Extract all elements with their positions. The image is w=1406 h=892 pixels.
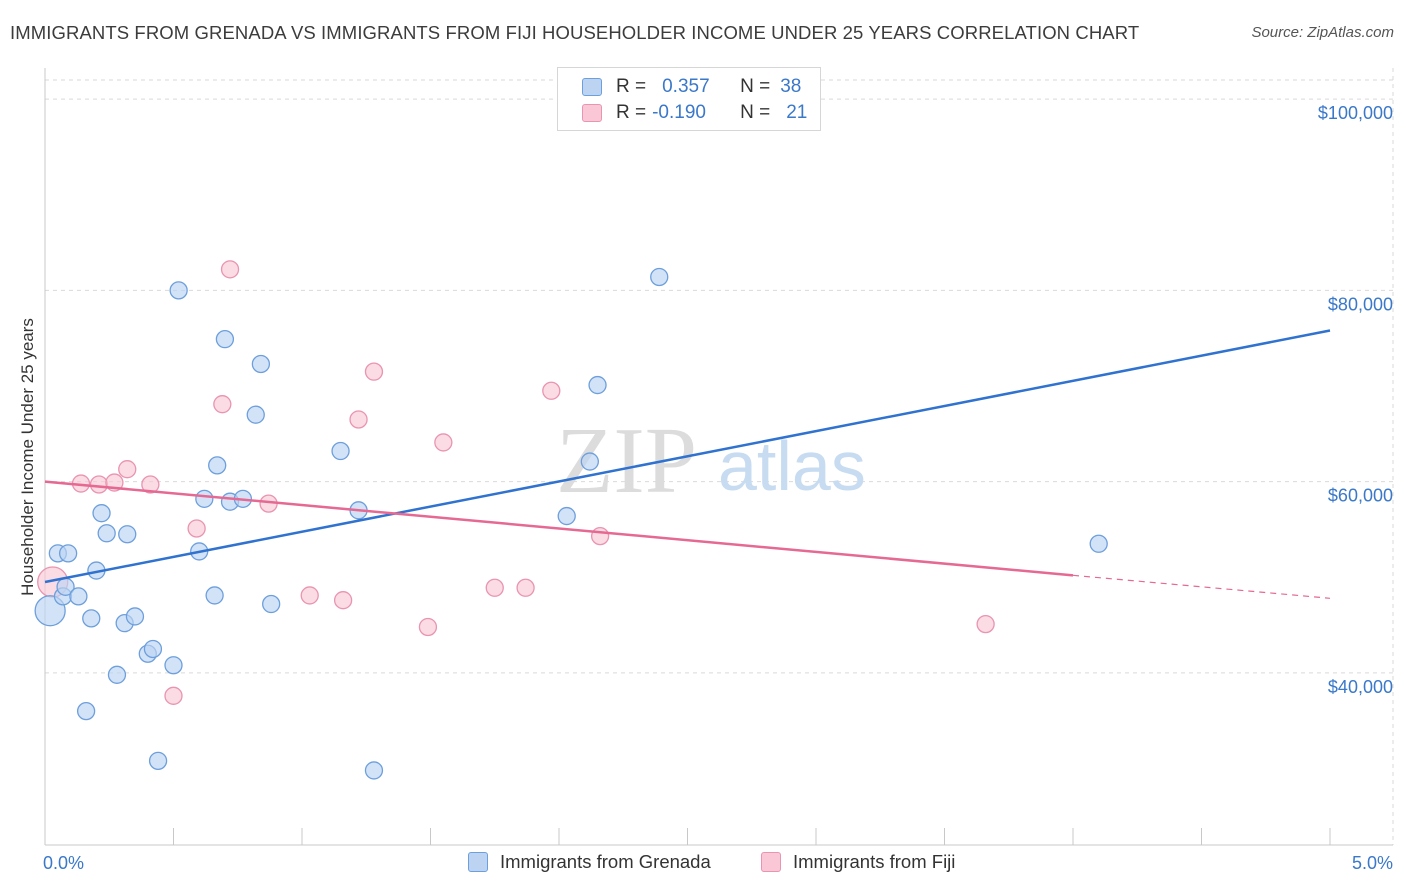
fiji-trend-line (44, 480, 1074, 577)
fiji-point (434, 433, 453, 452)
watermark-zip: ZIP (556, 409, 697, 513)
fiji-point (516, 578, 535, 597)
fiji-point (485, 578, 504, 597)
grenada-point (208, 456, 227, 475)
y-axis-label: Householder Income Under 25 years (18, 318, 37, 596)
grenada-point (148, 751, 168, 770)
legend-n-value: 21 (786, 102, 808, 123)
fiji-point (333, 591, 353, 610)
legend-swatch-blue (468, 852, 488, 872)
fiji-point (187, 519, 206, 538)
grenada-point (331, 441, 350, 461)
fiji-point (976, 614, 995, 634)
grenada-point (92, 504, 111, 523)
grenada-point (580, 452, 599, 471)
grenada-point (58, 544, 78, 563)
grenada-point (251, 354, 271, 374)
watermark: ZIP atlas (556, 409, 866, 513)
grenada-point (82, 609, 101, 628)
grenada-point (164, 656, 183, 675)
legend-swatch-pink (761, 852, 781, 872)
fiji-point (89, 475, 109, 494)
grenada-point (364, 761, 384, 780)
fiji-point (118, 460, 137, 479)
watermark-atlas: atlas (718, 427, 866, 505)
trend-lines (44, 329, 1331, 599)
y-tick-label: $100,000 (1318, 103, 1393, 123)
x-tick-label: 5.0% (1352, 853, 1393, 873)
grenada-point (169, 281, 188, 300)
legend-n-label: N = (740, 76, 771, 97)
y-tick-label: $80,000 (1328, 294, 1393, 314)
grenada-point (69, 587, 88, 606)
fiji-point (141, 475, 160, 494)
legend-row-grenada: R = 0.357 N = 38 (582, 74, 801, 100)
fiji-point (300, 586, 319, 605)
grenada-point (107, 665, 127, 684)
fiji-point (220, 260, 240, 279)
grenada-trend-line (44, 329, 1331, 584)
source-label: Source: ZipAtlas.com (1251, 24, 1394, 41)
legend-r-value: 0.357 (662, 76, 710, 97)
legend-r-value: -0.190 (652, 102, 706, 123)
legend-label-fiji: Immigrants from Fiji (793, 851, 956, 872)
legend-r-label: R = (616, 76, 647, 97)
grenada-point (262, 594, 281, 614)
fiji-point (418, 617, 438, 637)
legend-r-label: R = (616, 102, 647, 123)
grenada-point (143, 639, 163, 659)
grenada-point (215, 329, 235, 349)
legend-n-label: N = (740, 102, 771, 123)
legend-item-fiji: Immigrants from Fiji (761, 851, 955, 873)
series-legend: Immigrants from Grenada Immigrants from … (0, 851, 1406, 877)
legend-n-value: 38 (780, 76, 802, 97)
y-tick-label: $60,000 (1328, 486, 1393, 506)
legend-swatch-blue (582, 78, 602, 96)
grenada-point (588, 375, 607, 395)
axes (44, 68, 1393, 846)
grenada-point (118, 525, 137, 544)
grenada-point (205, 586, 224, 605)
legend-item-grenada: Immigrants from Grenada (468, 851, 711, 873)
fiji-trend-extension (1072, 574, 1331, 599)
fiji-point (349, 410, 368, 429)
grenada-point (557, 506, 576, 526)
chart-title: IMMIGRANTS FROM GRENADA VS IMMIGRANTS FR… (10, 22, 1140, 43)
fiji-point (590, 526, 610, 546)
legend-swatch-pink (582, 104, 602, 122)
fiji-point (364, 362, 384, 381)
grenada-point (195, 489, 214, 508)
tick-labels: $40,000 $60,000 $80,000 $100,000 0.0% 5.0% (43, 103, 1393, 873)
grenada-point (125, 607, 145, 626)
legend-row-fiji: R = -0.190 N = 21 (582, 100, 807, 126)
fiji-point (213, 395, 232, 414)
y-tick-label: $40,000 (1328, 677, 1393, 697)
correlation-legend: R = 0.357 N = 38 R = -0.190 N = 21 (557, 67, 821, 131)
legend-label-grenada: Immigrants from Grenada (500, 851, 711, 872)
grenada-point (246, 405, 265, 424)
grenada-point (97, 524, 116, 543)
grenada-point (76, 701, 96, 721)
data-points (34, 260, 1108, 780)
x-tick-label: 0.0% (43, 853, 84, 873)
fiji-point (164, 686, 183, 705)
grenada-point (650, 267, 669, 287)
grenada-point (1089, 534, 1108, 553)
fiji-point (542, 381, 561, 400)
